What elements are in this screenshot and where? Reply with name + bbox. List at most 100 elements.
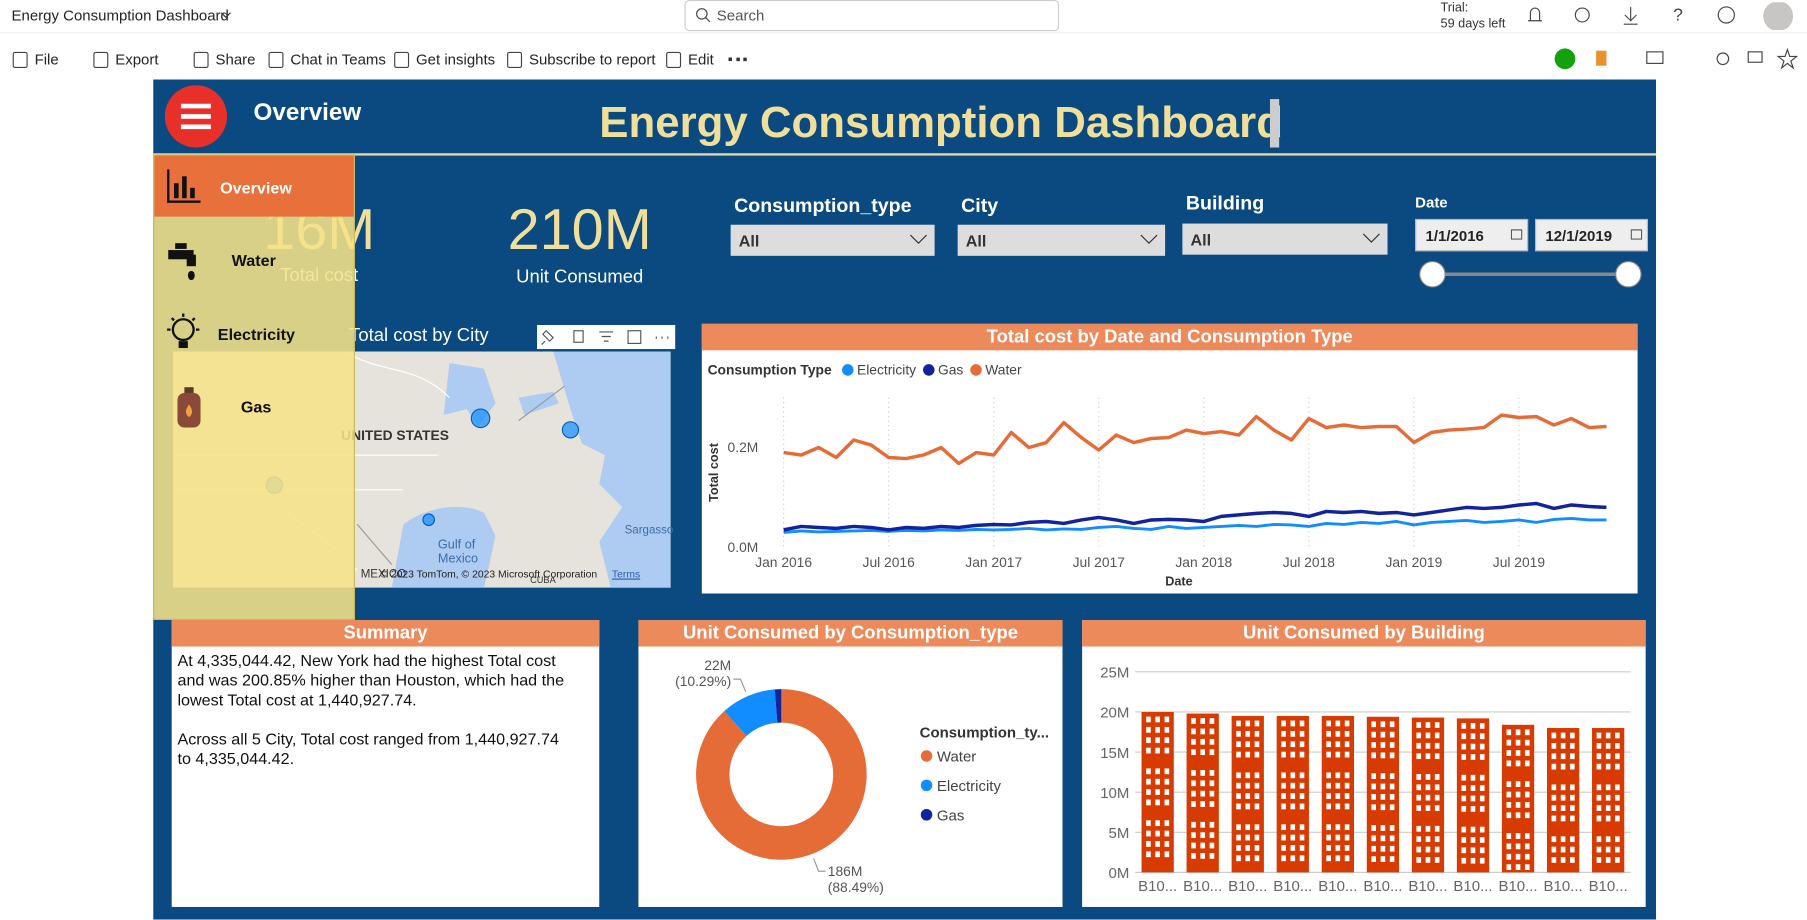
window (1335, 824, 1341, 831)
window (1434, 825, 1440, 832)
window (1596, 753, 1602, 760)
window (1146, 830, 1151, 837)
donut-slice[interactable] (696, 689, 867, 860)
window (1560, 742, 1566, 749)
search-box[interactable]: Search (684, 0, 1060, 32)
window (1236, 824, 1241, 831)
avatar[interactable] (1763, 2, 1794, 30)
window (1560, 857, 1566, 863)
comment-icon[interactable] (1747, 51, 1763, 63)
window (1479, 743, 1485, 750)
map-label: Sargasso (624, 524, 674, 538)
window (1164, 726, 1170, 733)
menu-button[interactable] (164, 85, 228, 148)
window (1191, 821, 1196, 828)
toolbar-button[interactable]: Share (215, 50, 256, 68)
favorite-icon[interactable] (1776, 47, 1799, 70)
window (1425, 857, 1431, 863)
filter-icon[interactable] (599, 331, 614, 342)
donut-slice[interactable] (724, 689, 778, 736)
legend-label[interactable]: Water (985, 362, 1022, 378)
help-icon[interactable]: ? (1673, 5, 1683, 25)
window (1479, 785, 1485, 791)
window (1605, 857, 1611, 863)
legend-label[interactable]: Electricity (857, 362, 916, 378)
window (1299, 772, 1305, 779)
line-series (783, 413, 1607, 466)
map-terms[interactable]: Terms (611, 568, 641, 580)
copy-icon[interactable] (573, 330, 584, 343)
settings-icon[interactable] (1574, 7, 1590, 23)
toolbar-button[interactable]: Chat in Teams (290, 50, 386, 68)
reload-icon[interactable] (1716, 52, 1730, 66)
window (1254, 751, 1260, 758)
legend-label[interactable]: Gas (938, 362, 963, 378)
slider-handle[interactable] (1615, 261, 1642, 288)
toolbar-button[interactable]: Edit (687, 50, 714, 68)
nav-item[interactable]: Electricity (154, 303, 353, 364)
city-bubble[interactable] (422, 513, 436, 527)
legend-label[interactable]: Water (937, 749, 976, 766)
nav-item[interactable]: Gas (154, 377, 353, 438)
slicer-dropdown[interactable]: All (1182, 223, 1388, 255)
chevron[interactable] (219, 9, 233, 21)
slicer-dropdown[interactable]: All (957, 224, 1166, 256)
map-label: CUBA (530, 575, 556, 586)
app-title[interactable]: Energy Consumption Dashboard (11, 6, 229, 25)
date-input[interactable]: 12/1/2019 (1535, 218, 1648, 252)
visual-header-icons (537, 324, 676, 350)
window (1326, 845, 1331, 851)
window (1389, 742, 1395, 748)
date-input[interactable]: 1/1/2016 (1415, 218, 1529, 252)
window (1615, 763, 1620, 770)
window (1200, 821, 1206, 828)
bar[interactable] (1501, 724, 1535, 873)
refresh-badge[interactable] (1554, 48, 1576, 70)
window (1326, 855, 1331, 862)
window (1570, 815, 1575, 822)
focus-icon[interactable] (627, 330, 642, 344)
city-bubble[interactable] (470, 408, 491, 429)
pin-icon[interactable] (541, 329, 554, 345)
window (1245, 720, 1251, 727)
toolbar-button[interactable]: Subscribe to report (528, 50, 656, 68)
toolbar-button[interactable]: File (34, 50, 59, 68)
window (1209, 842, 1215, 849)
window (1281, 782, 1286, 789)
more-button[interactable] (728, 57, 747, 66)
window (1344, 730, 1350, 737)
window (1479, 722, 1485, 729)
slicer-label: Consumption_type (734, 194, 912, 217)
window (1326, 834, 1331, 841)
window (1146, 789, 1151, 795)
toolbar-button[interactable]: Get insights (416, 50, 496, 68)
legend-label[interactable]: Gas (937, 808, 964, 825)
window (1254, 855, 1260, 862)
view-icon[interactable] (1646, 51, 1664, 64)
window (1515, 729, 1521, 736)
date-value: 1/1/2016 (1425, 227, 1484, 245)
nav-item[interactable]: Overview (154, 155, 354, 217)
window (1479, 754, 1485, 760)
window (1254, 834, 1260, 841)
slicer-dropdown[interactable]: All (730, 224, 935, 256)
feedback-icon[interactable] (1717, 6, 1735, 24)
download-icon[interactable] (1623, 6, 1638, 25)
donut-slice[interactable] (774, 689, 782, 723)
slider-handle[interactable] (1419, 261, 1446, 288)
y-tick-label: 0.2M (728, 439, 759, 455)
legend-label[interactable]: Electricity (937, 778, 1002, 795)
bookmark-icon[interactable] (1596, 50, 1607, 66)
toolbar-button[interactable]: Export (115, 50, 159, 68)
city-bubble[interactable] (561, 421, 580, 439)
window (1155, 768, 1160, 775)
bell-icon[interactable] (1528, 7, 1542, 22)
window (1200, 853, 1206, 859)
slicer-label: Building (1185, 192, 1265, 215)
window (1254, 720, 1260, 727)
nav-item[interactable]: Water (154, 229, 353, 290)
window (1515, 791, 1521, 798)
window (1290, 720, 1296, 727)
window (1570, 732, 1575, 739)
window (1335, 730, 1341, 737)
